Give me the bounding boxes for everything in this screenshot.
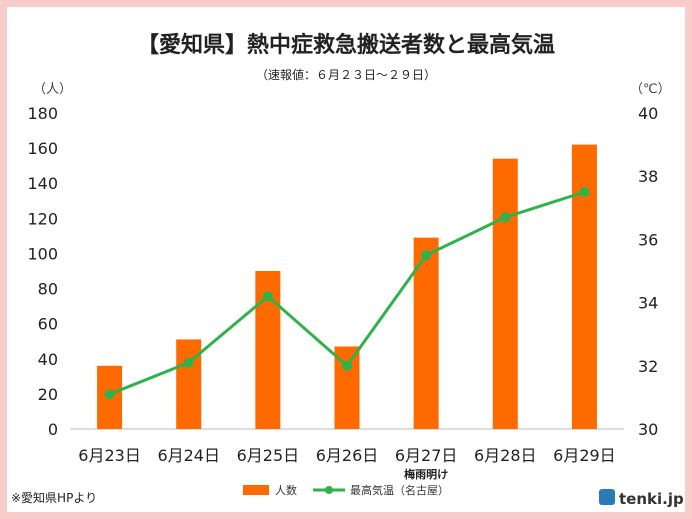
legend-line-marker <box>325 486 333 494</box>
right-tick-label: 38 <box>638 167 658 186</box>
chart-title: 【愛知県】熱中症救急搬送者数と最高気温 <box>137 32 555 58</box>
category-annotation: 梅雨明け <box>404 467 448 481</box>
bar <box>413 237 439 429</box>
right-tick-label: 40 <box>638 104 658 123</box>
right-tick-label: 32 <box>638 357 658 376</box>
left-tick-label: 0 <box>48 420 58 439</box>
chart-frame: 【愛知県】熱中症救急搬送者数と最高気温 （速報値：６月２３日〜２９日） （人） … <box>7 7 685 512</box>
legend-bar-label: 人数 <box>275 484 297 497</box>
bar <box>492 158 518 429</box>
left-tick-label: 60 <box>38 315 58 334</box>
temperature-point <box>104 389 115 400</box>
brand-text: tenki.jp <box>619 490 684 508</box>
left-tick-label: 80 <box>38 280 58 299</box>
left-tick-label: 120 <box>27 209 58 228</box>
legend-bar-swatch <box>243 485 269 495</box>
x-tick-label: 6月24日 <box>157 446 220 465</box>
temperature-point <box>579 187 590 197</box>
x-tick-label: 6月23日 <box>78 446 141 465</box>
right-tick-label: 34 <box>638 294 658 313</box>
chart-subtitle: （速報値：６月２３日〜２９日） <box>256 67 436 82</box>
left-tick-label: 160 <box>27 139 58 158</box>
right-axis-unit: （℃） <box>630 82 671 97</box>
right-tick-label: 36 <box>638 230 658 249</box>
x-tick-label: 6月29日 <box>553 446 616 465</box>
source-note: ※愛知県HPより <box>11 491 97 505</box>
x-tick-label: 6月25日 <box>237 446 300 465</box>
temperature-point <box>500 212 511 223</box>
x-tick-label: 6月26日 <box>316 446 379 465</box>
left-axis-unit: （人） <box>33 82 72 97</box>
logo-icon <box>599 489 615 505</box>
left-tick-label: 180 <box>27 104 58 123</box>
bar <box>176 339 202 429</box>
x-tick-label: 6月27日 <box>395 446 458 465</box>
chart: 【愛知県】熱中症救急搬送者数と最高気温 （速報値：６月２３日〜２９日） （人） … <box>11 32 684 508</box>
left-tick-label: 20 <box>38 385 58 404</box>
left-tick-label: 40 <box>38 350 58 369</box>
temperature-point <box>421 250 432 261</box>
left-tick-label: 140 <box>27 174 58 193</box>
temperature-point <box>183 357 194 368</box>
left-tick-label: 100 <box>27 244 58 263</box>
temperature-point <box>342 360 352 371</box>
temperature-point <box>262 291 273 302</box>
x-tick-label: 6月28日 <box>474 446 537 465</box>
right-tick-label: 30 <box>638 420 658 439</box>
tenki-logo: tenki.jp <box>599 489 684 508</box>
legend-line-label: 最高気温（名古屋） <box>350 483 449 497</box>
